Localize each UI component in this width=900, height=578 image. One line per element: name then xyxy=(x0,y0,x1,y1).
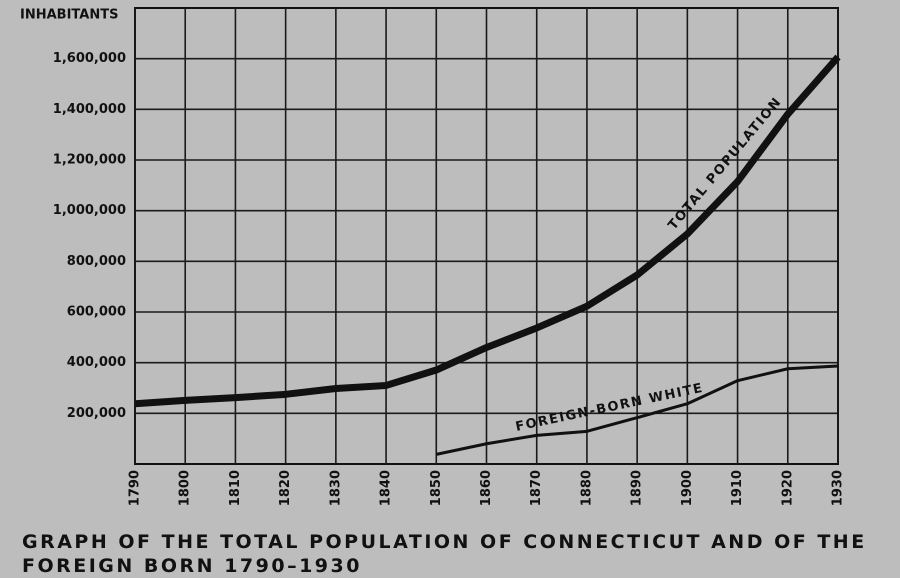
x-tick-label: 1870 xyxy=(529,470,544,506)
line-series xyxy=(134,54,841,408)
y-tick-label: 1,600,000 xyxy=(53,51,126,66)
x-tick-label: 1810 xyxy=(228,470,243,506)
x-tick-label: 1790 xyxy=(128,470,143,506)
x-tick-label: 1900 xyxy=(680,470,695,506)
x-tick-label: 1830 xyxy=(328,470,343,506)
line-series xyxy=(435,364,839,456)
x-tick-label: 1840 xyxy=(379,470,394,506)
x-tick-label: 1890 xyxy=(630,470,645,506)
y-tick-label: 600,000 xyxy=(67,305,126,320)
y-tick-label: 1,200,000 xyxy=(53,153,126,168)
x-tick-label: 1920 xyxy=(780,470,795,506)
y-tick-label: 200,000 xyxy=(67,406,126,421)
y-tick-label: 800,000 xyxy=(67,254,126,269)
y-tick-label: 1,000,000 xyxy=(53,203,126,218)
chart: INHABITANTS 200,000 400,000 600,000 800,000… xyxy=(20,7,846,506)
x-tick-label: 1820 xyxy=(278,470,293,506)
y-tick-label: 400,000 xyxy=(67,355,126,370)
y-axis-label: INHABITANTS xyxy=(20,8,118,23)
x-tick-label: 1800 xyxy=(178,470,193,506)
series-label: TOTAL POPULATION xyxy=(666,94,786,233)
y-tick-label: 1,400,000 xyxy=(53,102,126,117)
x-tick-label: 1930 xyxy=(831,470,846,506)
x-tick-label: 1850 xyxy=(429,470,444,506)
chart-title: GRAPH OF THE TOTAL POPULATION OF CONNECT… xyxy=(22,531,867,577)
x-tick-label: 1910 xyxy=(730,470,745,506)
x-tick-label: 1860 xyxy=(479,470,494,506)
x-tick-label: 1880 xyxy=(579,470,594,506)
